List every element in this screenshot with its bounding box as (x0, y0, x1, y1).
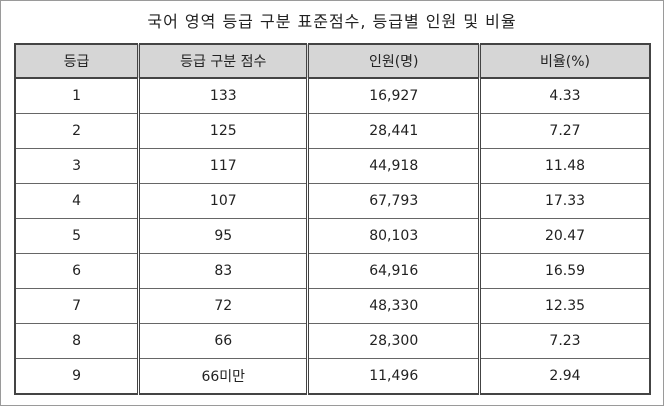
table-row: 2 125 28,441 7.27 (15, 113, 650, 149)
table-cell: 72 (137, 288, 308, 324)
table-cell: 107 (137, 183, 308, 219)
grade-table: 등급 등급 구분 점수 인원(명) 비율(%) 1 133 16,927 4.33 2 125 2… (14, 43, 651, 395)
table-cell: 3 (15, 148, 139, 184)
table-cell: 66미만 (137, 358, 308, 394)
table-cell: 11.48 (478, 148, 650, 184)
table-cell: 2 (15, 113, 139, 149)
table-cell: 28,441 (306, 113, 480, 149)
header-cell: 비율(%) (478, 44, 650, 79)
table-cell: 48,330 (306, 288, 480, 324)
table-cell: 4.33 (478, 77, 650, 114)
table-cell: 11,496 (306, 358, 480, 394)
table-cell: 133 (137, 77, 308, 114)
table-cell: 64,916 (306, 253, 480, 289)
table-cell: 83 (137, 253, 308, 289)
table-head: 등급 등급 구분 점수 인원(명) 비율(%) (15, 44, 650, 79)
table-cell: 7.23 (478, 323, 650, 359)
table-row: 6 83 64,916 16.59 (15, 253, 650, 289)
table-cell: 2.94 (478, 358, 650, 394)
table-cell: 12.35 (478, 288, 650, 324)
table-cell: 20.47 (478, 218, 650, 254)
table-cell: 8 (15, 323, 139, 359)
table-row: 9 66미만 11,496 2.94 (15, 358, 650, 394)
table-row: 7 72 48,330 12.35 (15, 288, 650, 324)
table-cell: 117 (137, 148, 308, 184)
table-cell: 80,103 (306, 218, 480, 254)
header-cell: 등급 (15, 44, 139, 79)
table-cell: 28,300 (306, 323, 480, 359)
table-cell: 6 (15, 253, 139, 289)
table-row: 4 107 67,793 17.33 (15, 183, 650, 219)
table-cell: 7 (15, 288, 139, 324)
table-cell: 95 (137, 218, 308, 254)
table-cell: 16,927 (306, 77, 480, 114)
table-title: 국어 영역 등급 구분 표준점수, 등급별 인원 및 비율 (147, 12, 517, 31)
table-cell: 9 (15, 358, 139, 394)
table-cell: 125 (137, 113, 308, 149)
table-row: 8 66 28,300 7.23 (15, 323, 650, 359)
header-row: 등급 등급 구분 점수 인원(명) 비율(%) (15, 44, 650, 79)
header-cell: 등급 구분 점수 (137, 44, 308, 79)
table-cell: 5 (15, 218, 139, 254)
header-cell: 인원(명) (306, 44, 480, 79)
table-cell: 67,793 (306, 183, 480, 219)
table-cell: 7.27 (478, 113, 650, 149)
table-cell: 66 (137, 323, 308, 359)
table-row: 1 133 16,927 4.33 (15, 77, 650, 114)
table-cell: 4 (15, 183, 139, 219)
table-cell: 17.33 (478, 183, 650, 219)
table-row: 5 95 80,103 20.47 (15, 218, 650, 254)
table-row: 3 117 44,918 11.48 (15, 148, 650, 184)
table-cell: 1 (15, 77, 139, 114)
table-cell: 44,918 (306, 148, 480, 184)
table-cell: 16.59 (478, 253, 650, 289)
table-body: 1 133 16,927 4.33 2 125 28,441 7.27 3 117 44,918 11… (15, 77, 650, 394)
